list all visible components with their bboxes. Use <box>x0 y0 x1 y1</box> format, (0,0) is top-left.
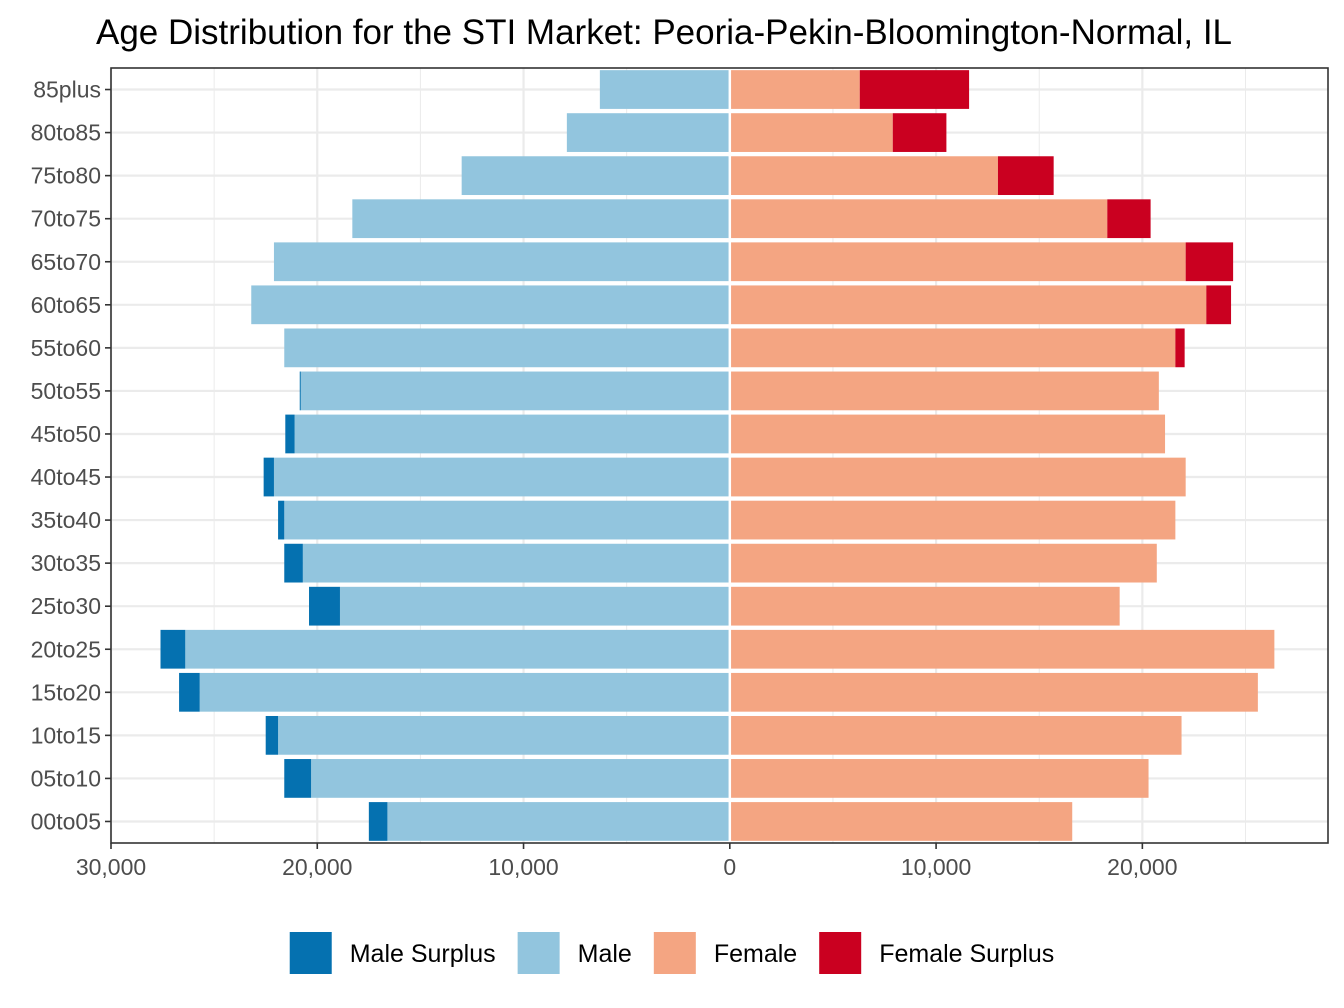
bar-female <box>729 328 1176 368</box>
legend-key <box>653 932 696 974</box>
bar-male <box>566 113 730 152</box>
bar-female <box>729 759 1149 798</box>
legend-key <box>289 932 332 974</box>
bar-female <box>729 414 1166 454</box>
bar-female <box>729 113 893 152</box>
y-tick-label: 20to25 <box>31 636 101 662</box>
y-tick-label: 60to65 <box>31 292 101 318</box>
x-tick-label: 10,000 <box>488 854 558 880</box>
y-tick-label: 00to05 <box>31 808 101 834</box>
bar-male <box>599 70 730 109</box>
legend-label: Female Surplus <box>879 940 1054 968</box>
bar-male <box>251 285 730 325</box>
plot-panel <box>111 68 1328 843</box>
y-tick-label: 35to40 <box>31 507 101 533</box>
bar-female-surplus <box>1175 328 1185 368</box>
bar-male-surplus <box>263 457 274 497</box>
x-tick-label: 20,000 <box>282 854 352 880</box>
bar-male <box>300 371 730 411</box>
bar-female <box>729 156 998 196</box>
legend-key <box>517 932 560 974</box>
bar-male <box>387 802 730 841</box>
bar-female-surplus <box>1206 285 1232 325</box>
bar-female-surplus <box>1107 199 1151 239</box>
bar-female <box>729 672 1258 712</box>
legend-key <box>819 932 862 974</box>
y-tick-label: 80to85 <box>31 120 101 146</box>
chart-title: Age Distribution for the STI Market: Peo… <box>96 13 1232 52</box>
bar-female <box>729 457 1186 497</box>
y-tick-label: 05to10 <box>31 765 101 791</box>
bar-female <box>729 371 1159 411</box>
bar-female-surplus <box>997 156 1054 196</box>
x-tick-label: 20,000 <box>1107 854 1177 880</box>
bar-female <box>729 629 1275 669</box>
bar-female <box>729 715 1182 755</box>
y-tick-label: 50to55 <box>31 378 101 404</box>
y-tick-label: 30to35 <box>31 550 101 576</box>
bar-male <box>294 414 730 454</box>
axes: 00to05 05to10 10to15 15to20 20to25 25to30 30to… <box>31 67 1329 880</box>
bar-male-surplus <box>160 629 186 669</box>
bar-female-surplus <box>892 113 947 152</box>
y-tick-label: 45to50 <box>31 421 101 447</box>
bar-male-surplus <box>265 715 279 755</box>
bar-male-surplus <box>309 586 340 626</box>
y-tick-label: 25to30 <box>31 593 101 619</box>
bar-male <box>284 500 730 540</box>
bar-female <box>729 500 1176 540</box>
bar-male-surplus <box>285 414 295 454</box>
bar-female <box>729 199 1108 239</box>
bar-male <box>311 759 730 798</box>
y-tick-label: 85plus <box>33 77 101 103</box>
bar-female <box>729 586 1120 626</box>
bar-male-surplus <box>299 371 301 411</box>
y-tick-label: 15to20 <box>31 679 101 705</box>
bar-male <box>339 586 730 626</box>
legend: Male Surplus Male Female Female Surplus <box>289 932 1054 974</box>
bar-female-surplus <box>859 70 970 109</box>
bar-male <box>302 543 730 583</box>
x-tick-label: 30,000 <box>76 854 146 880</box>
panel-background <box>111 68 1328 843</box>
bar-female <box>729 70 860 109</box>
bar-male <box>199 672 730 712</box>
y-tick-label: 10to15 <box>31 722 101 748</box>
y-tick-label: 65to70 <box>31 249 101 275</box>
bar-male <box>278 715 730 755</box>
x-tick-label: 10,000 <box>901 854 971 880</box>
bar-male <box>185 629 730 669</box>
bar-male <box>284 328 730 368</box>
y-tick-label: 75to80 <box>31 163 101 189</box>
bar-male-surplus <box>179 672 200 712</box>
y-tick-label: 55to60 <box>31 335 101 361</box>
bar-male <box>273 242 730 282</box>
bar-female-surplus <box>1185 242 1234 282</box>
bar-female <box>729 285 1207 325</box>
bar-female <box>729 242 1186 282</box>
bar-male <box>352 199 730 239</box>
bars <box>160 68 1275 843</box>
x-tick-label: 0 <box>723 854 736 880</box>
bar-female <box>729 802 1073 841</box>
bar-male <box>461 156 730 196</box>
panel-border <box>110 67 1329 844</box>
bar-male-surplus <box>278 500 285 540</box>
bar-male <box>273 457 730 497</box>
legend-label: Female <box>714 940 797 968</box>
legend-label: Male Surplus <box>350 940 496 968</box>
bar-female <box>729 543 1157 583</box>
bar-male-surplus <box>284 543 303 583</box>
bar-male-surplus <box>284 759 312 798</box>
bar-male-surplus <box>368 802 388 841</box>
y-tick-label: 70to75 <box>31 206 101 232</box>
legend-label: Male <box>578 940 632 968</box>
y-tick-label: 40to45 <box>31 464 101 490</box>
